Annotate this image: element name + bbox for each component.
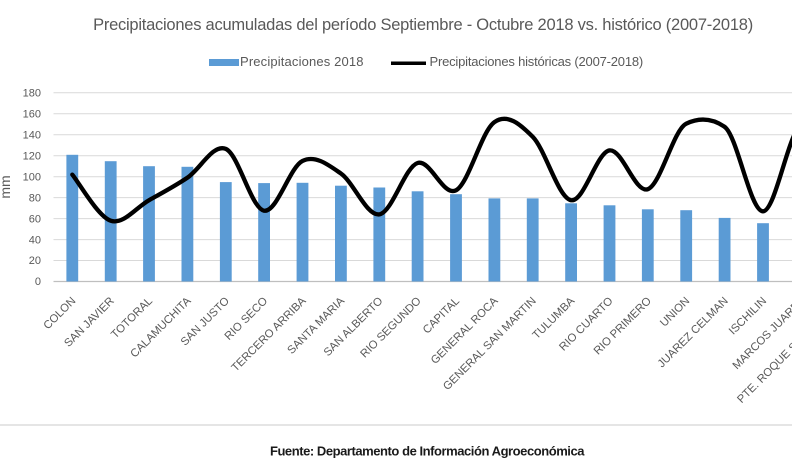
svg-text:0: 0 xyxy=(35,276,41,288)
svg-text:180: 180 xyxy=(23,88,41,100)
svg-text:mm: mm xyxy=(0,175,13,198)
svg-text:160: 160 xyxy=(23,108,41,120)
svg-text:20: 20 xyxy=(29,255,41,267)
svg-text:Precipitaciones acumuladas del: Precipitaciones acumuladas del período S… xyxy=(93,16,753,34)
svg-text:120: 120 xyxy=(23,150,41,162)
svg-text:100: 100 xyxy=(23,171,41,183)
svg-text:Precipitaciones 2018: Precipitaciones 2018 xyxy=(240,54,364,69)
svg-text:Precipitaciones históricas (20: Precipitaciones históricas (2007-2018) xyxy=(430,54,644,69)
svg-text:Fuente: Departamento de Inform: Fuente: Departamento de Información Agro… xyxy=(270,444,585,459)
svg-text:80: 80 xyxy=(29,192,41,204)
svg-text:60: 60 xyxy=(29,213,41,225)
svg-text:140: 140 xyxy=(23,129,41,141)
svg-text:40: 40 xyxy=(29,234,41,246)
